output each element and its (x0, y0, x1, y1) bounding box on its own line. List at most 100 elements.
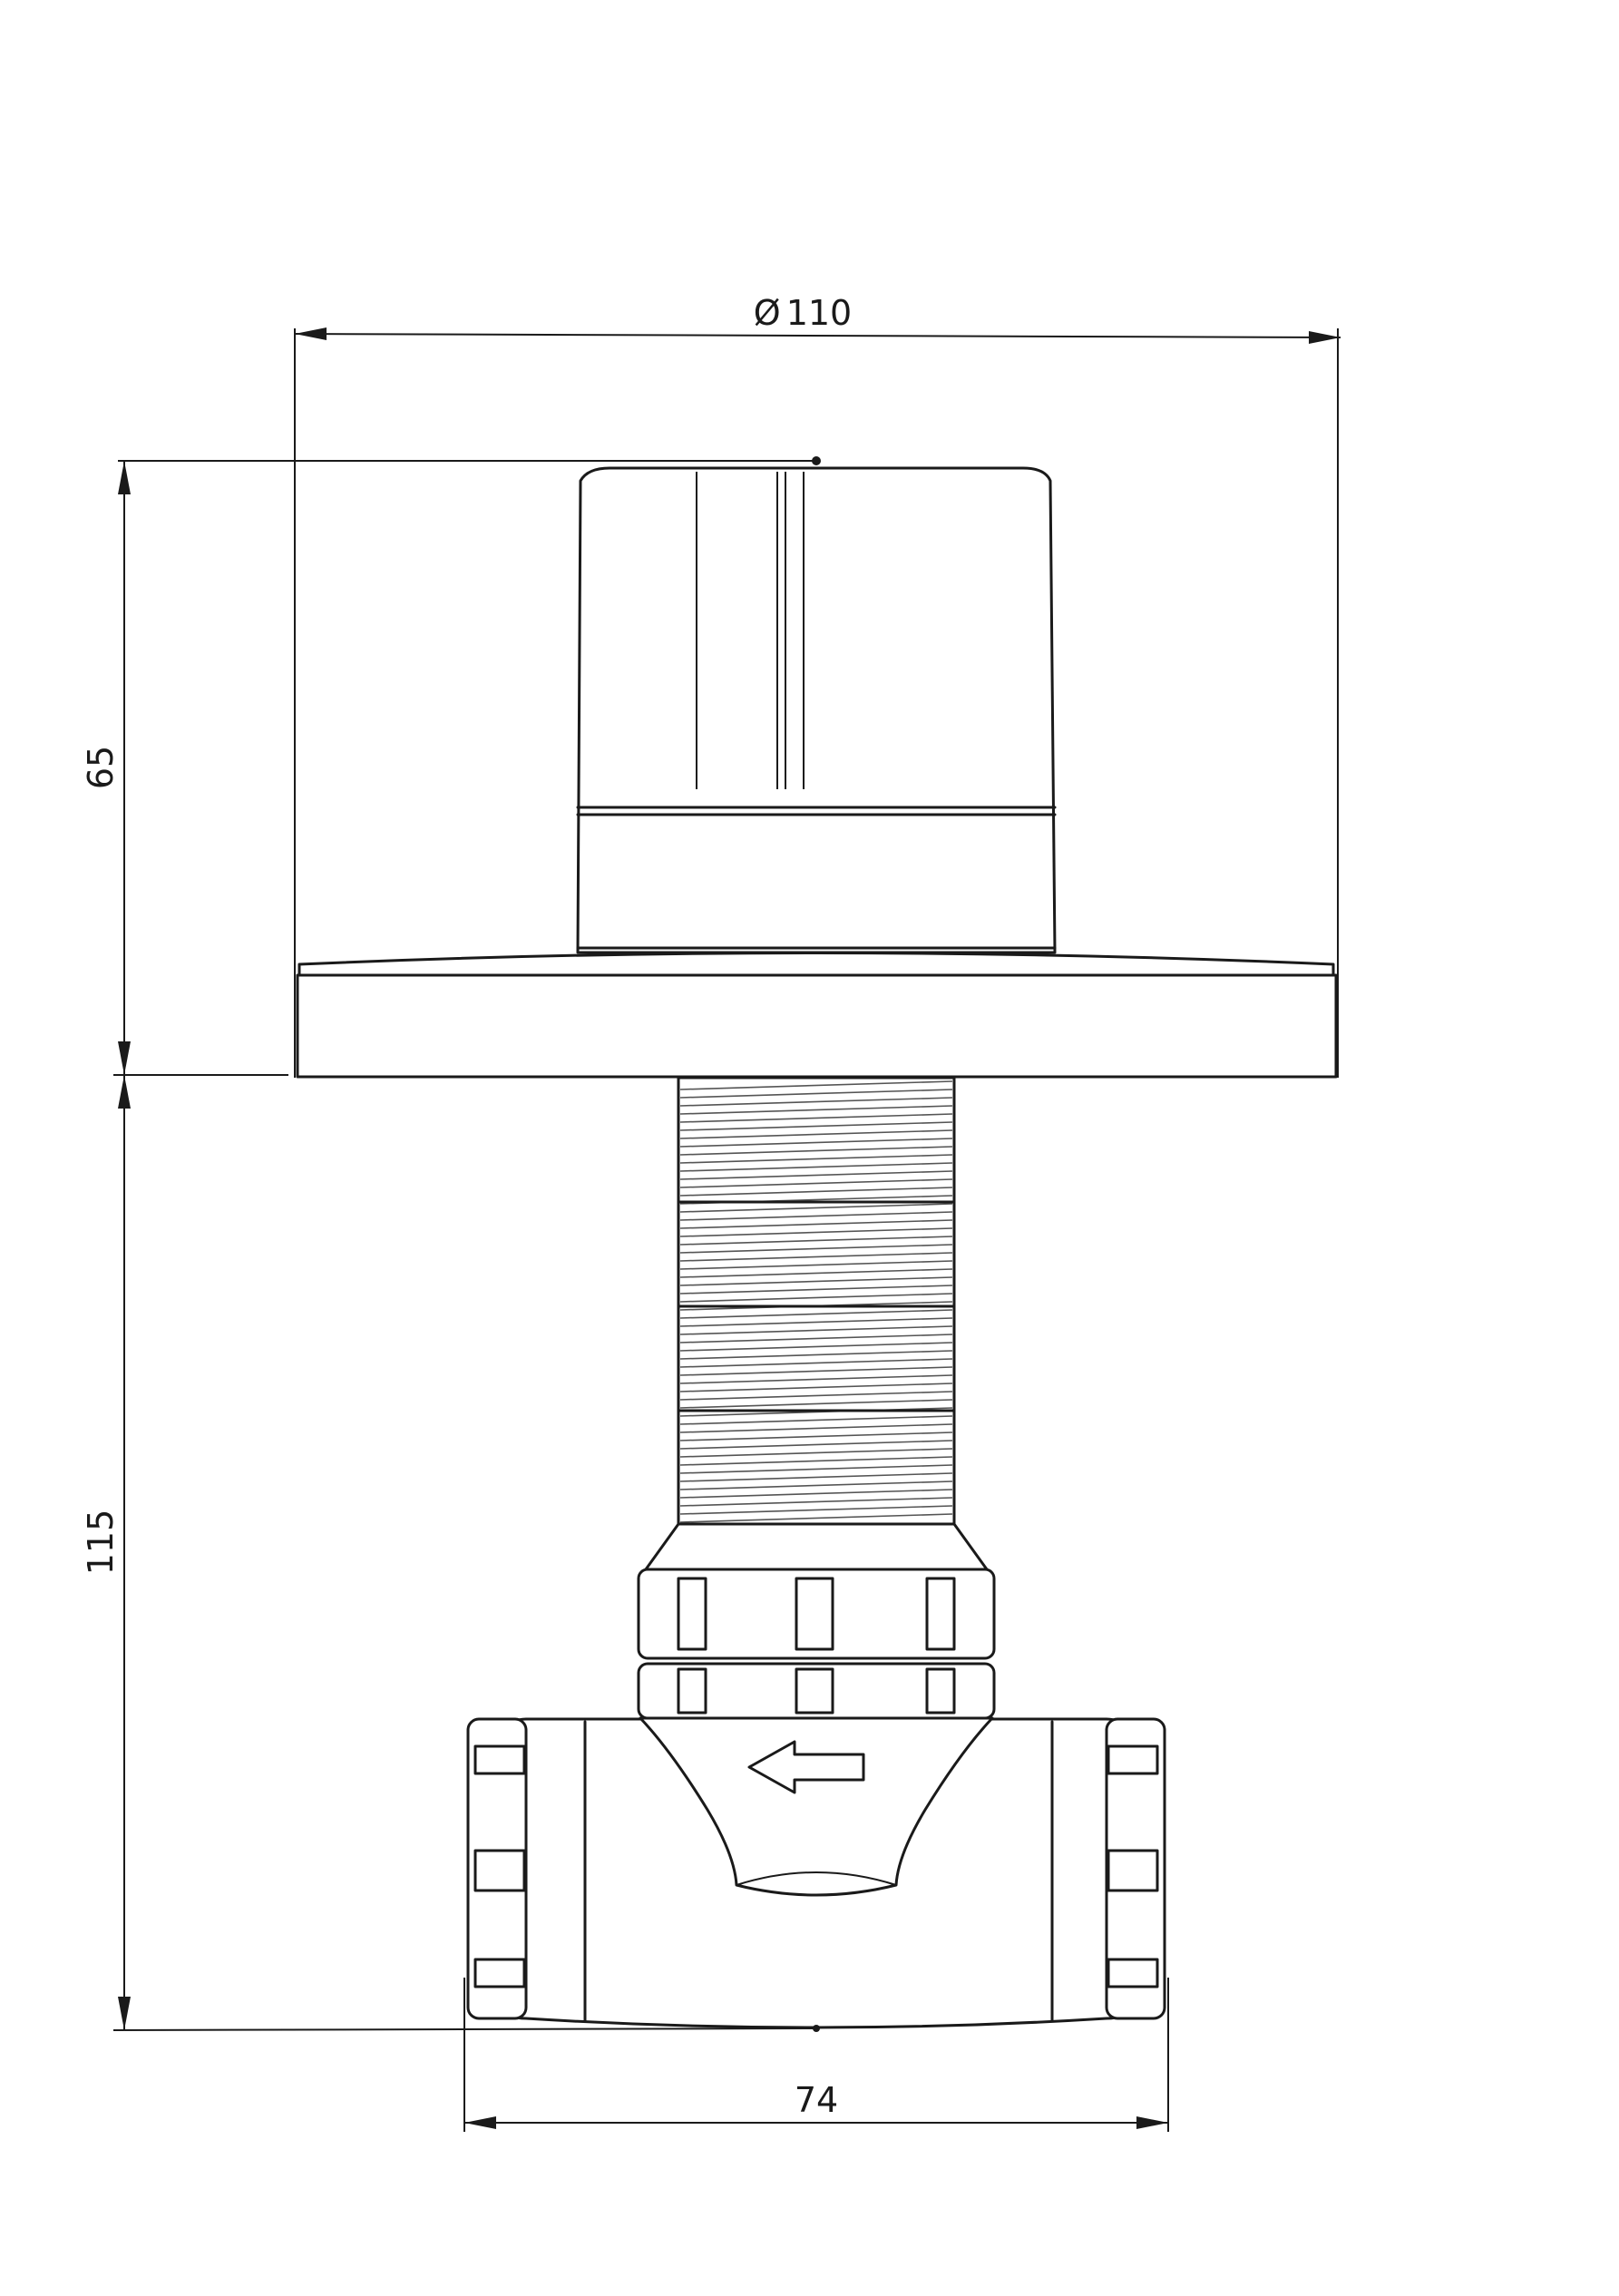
height-top-label: 65 (81, 746, 121, 789)
coupling-nut (637, 1522, 996, 1720)
thread-line (679, 1317, 953, 1327)
thread-line (679, 1325, 953, 1335)
height-bottom-label: 115 (81, 1509, 121, 1576)
thread-line (679, 1285, 953, 1295)
thread-line (679, 1080, 953, 1090)
thread-line (679, 1358, 953, 1368)
thread-line (679, 1334, 953, 1343)
knob-center-mark (812, 456, 821, 465)
thread-line (679, 1138, 953, 1148)
right-end-connector (1105, 1717, 1166, 2020)
left-connector-slot-3 (473, 1958, 526, 1988)
height-bottom-arrow-down (118, 1997, 131, 2030)
diameter-value: 110 (786, 293, 853, 333)
nut-slot-6 (925, 1667, 956, 1715)
nut-chamfer (644, 1522, 989, 1571)
body-neck (639, 1716, 994, 1897)
thread-line (679, 1431, 953, 1441)
diameter-label: Ø 110 (754, 293, 852, 333)
diameter-symbol: Ø (754, 293, 781, 333)
thread-line (679, 1219, 953, 1229)
height-top-arrow-down (118, 1041, 131, 1075)
nut-slot-2 (795, 1577, 834, 1651)
plate-rim (296, 973, 1338, 1079)
right-connector-slot-2 (1107, 1849, 1159, 1892)
thread-line (679, 1260, 953, 1270)
thread-line (679, 1178, 953, 1188)
escutcheon-plate (296, 952, 1338, 1079)
thread-line (679, 1236, 953, 1246)
nut-slot-3 (925, 1577, 956, 1651)
valve-body (506, 1716, 1126, 2032)
thread-line (679, 1097, 953, 1107)
thread-line (679, 1374, 953, 1384)
dimension-height-top: 65 (81, 460, 816, 1076)
thread-line (679, 1211, 953, 1221)
knob-body (576, 466, 1057, 954)
nut-slot-4 (677, 1667, 707, 1715)
thread-line (679, 1154, 953, 1164)
height-top-arrow-up (118, 461, 131, 494)
thread-line (679, 1227, 953, 1237)
thread-line (679, 1089, 953, 1099)
thread-line (679, 1350, 953, 1360)
thread-line (679, 1464, 953, 1474)
left-connector-slot-2 (473, 1849, 526, 1892)
nut-slot-1 (677, 1577, 707, 1651)
thread-line (679, 1129, 953, 1139)
dimension-width-bottom: 74 (463, 1978, 1169, 2132)
thread-line (679, 1415, 953, 1425)
thread-line (679, 1440, 953, 1450)
right-connector-slot-1 (1107, 1744, 1159, 1775)
width-label: 74 (795, 2080, 838, 2120)
thread-line (679, 1268, 953, 1278)
plate-top-bevel (297, 952, 1335, 979)
flow-arrow-icon (747, 1740, 865, 1794)
width-arrow-right (1136, 2116, 1168, 2129)
dimension-height-bottom: 115 (81, 1075, 817, 2031)
diameter-dimension-line (294, 333, 1341, 338)
thread-line (679, 1489, 953, 1499)
thread-line (679, 1391, 953, 1401)
stem-threads (679, 1080, 953, 1523)
thread-line (679, 1497, 953, 1507)
thread-line (679, 1105, 953, 1115)
thread-line (679, 1121, 953, 1131)
body-neck-curve (736, 1871, 897, 1886)
thread-line (679, 1113, 953, 1123)
thread-line (679, 1342, 953, 1352)
diameter-arrow-right (1309, 331, 1341, 344)
right-connector-slot-3 (1107, 1958, 1159, 1988)
thread-line (679, 1293, 953, 1303)
left-connector-slot-1 (473, 1744, 526, 1775)
thread-line (679, 1423, 953, 1433)
width-arrow-left (464, 2116, 496, 2129)
thread-line (679, 1252, 953, 1262)
handle-knob (576, 456, 1057, 954)
thread-line (679, 1244, 953, 1254)
thread-line (679, 1399, 953, 1409)
thread-line (679, 1170, 953, 1180)
thread-line (679, 1448, 953, 1458)
thread-line (679, 1513, 953, 1523)
thread-line (679, 1382, 953, 1392)
nut-slot-5 (795, 1667, 834, 1715)
dimension-diameter: Ø 110 (294, 293, 1341, 1078)
left-end-connector (466, 1717, 528, 2020)
thread-line (679, 1472, 953, 1482)
body-center-mark (813, 2025, 820, 2032)
thread-line (679, 1366, 953, 1376)
thread-line (679, 1187, 953, 1197)
thread-line (679, 1480, 953, 1490)
diameter-arrow-left (295, 327, 327, 340)
thread-line (679, 1162, 953, 1172)
thread-line (679, 1505, 953, 1515)
thread-line (679, 1276, 953, 1286)
thread-line (679, 1456, 953, 1466)
thread-line (679, 1146, 953, 1156)
height-bottom-arrow-up (118, 1075, 131, 1109)
threaded-stem (677, 1076, 956, 1526)
thread-line (679, 1309, 953, 1319)
